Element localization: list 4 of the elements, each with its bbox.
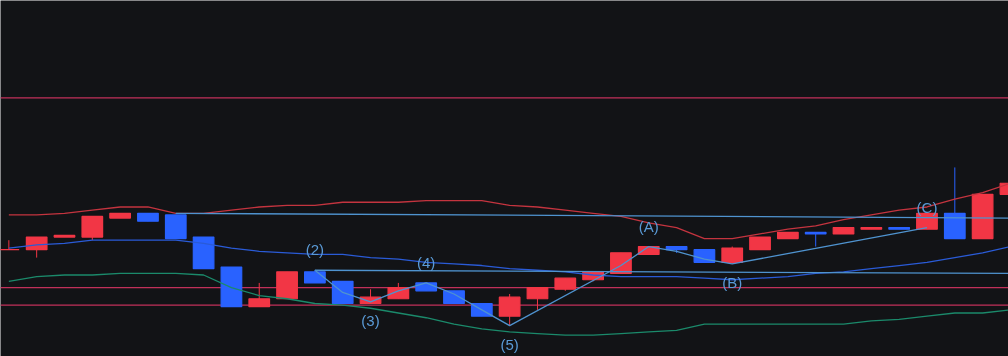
annotation: (2) — [305, 241, 325, 259]
annotation: (A) — [638, 217, 659, 235]
text: (5) — [500, 335, 519, 353]
annotation: (3) — [361, 311, 380, 329]
